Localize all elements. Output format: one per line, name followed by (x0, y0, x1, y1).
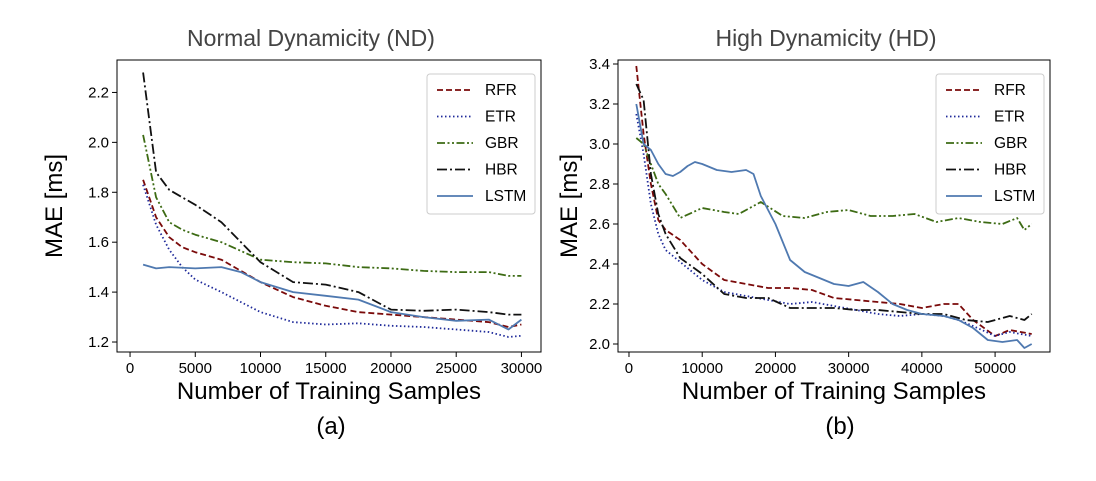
legend-label-rfr: RFR (485, 82, 517, 99)
y-tick-label: 3.4 (589, 56, 610, 73)
chart-title: Normal Dynamicity (ND) (187, 25, 435, 51)
series-line-lstm (635, 103, 1033, 349)
series-line-gbr (635, 137, 1033, 231)
y-tick-label: 2.2 (589, 296, 610, 313)
x-tick-label: 20000 (370, 360, 412, 377)
legend-label-lstm: LSTM (485, 188, 526, 205)
legend-label-rfr: RFR (994, 82, 1026, 99)
panel-hd: High Dynamicity (HD) 0 10000 20000 30000 4000… (556, 25, 1051, 440)
y-tick-label: 2.0 (88, 134, 109, 151)
series-group (142, 72, 522, 338)
panel-nd: Normal Dynamicity (ND) 0 5000 10000 15000 200… (41, 25, 542, 440)
x-tick-label: 40000 (901, 360, 943, 377)
y-tick-label: 1.8 (88, 184, 109, 201)
x-tick-label: 20000 (755, 360, 797, 377)
x-tick-label: 25000 (435, 360, 477, 377)
legend-label-gbr: GBR (485, 135, 519, 152)
series-line-etr (635, 113, 1032, 337)
legend-label-lstm: LSTM (994, 188, 1035, 205)
x-tick-label: 15000 (305, 360, 347, 377)
x-tick-label: 0 (625, 360, 633, 377)
legend-label-etr: ETR (994, 109, 1025, 126)
legend: RFR ETR GBR HBR LSTM (935, 73, 1045, 215)
y-tick-label: 1.6 (88, 234, 109, 251)
series-line-hbr (635, 83, 1033, 323)
legend: RFR ETR GBR HBR LSTM (426, 73, 536, 215)
x-tick-label: 10000 (681, 360, 723, 377)
legend-label-etr: ETR (485, 109, 516, 126)
y-tick-label: 1.2 (88, 334, 109, 351)
plot-frame (116, 59, 542, 353)
y-tick-label: 3.0 (589, 136, 610, 153)
y-axis-label: MAE [ms] (41, 154, 68, 258)
x-tick-label: 50000 (974, 360, 1016, 377)
series-line-gbr (142, 134, 522, 277)
chart-title: High Dynamicity (HD) (715, 25, 936, 51)
y-tick-label: 2.4 (589, 256, 610, 273)
legend-label-hbr: HBR (485, 162, 518, 179)
y-tick-label: 2.6 (589, 216, 610, 233)
legend-box (935, 73, 1045, 215)
legend-box (426, 73, 536, 215)
x-tick-label: 0 (126, 360, 134, 377)
series-line-lstm (142, 263, 522, 331)
panel-caption: (a) (316, 413, 345, 440)
plot-frame (617, 59, 1051, 353)
y-tick-label: 1.4 (88, 284, 109, 301)
x-tick-label: 30000 (828, 360, 870, 377)
y-tick-label: 3.2 (589, 96, 610, 113)
y-axis-label: MAE [ms] (556, 154, 583, 258)
y-tick-label: 2.8 (589, 176, 610, 193)
x-tick-label: 10000 (240, 360, 282, 377)
legend-label-hbr: HBR (994, 162, 1027, 179)
series-line-etr (142, 184, 522, 338)
panel-caption: (b) (825, 413, 854, 440)
series-line-hbr (142, 72, 522, 316)
x-axis-label: Number of Training Samples (177, 378, 481, 405)
y-tick-label: 2.2 (88, 84, 109, 101)
x-tick-label: 5000 (179, 360, 212, 377)
x-tick-label: 30000 (501, 360, 543, 377)
legend-label-gbr: GBR (994, 135, 1028, 152)
y-tick-label: 2.0 (589, 336, 610, 353)
series-group (635, 65, 1033, 349)
x-axis-label: Number of Training Samples (682, 378, 986, 405)
